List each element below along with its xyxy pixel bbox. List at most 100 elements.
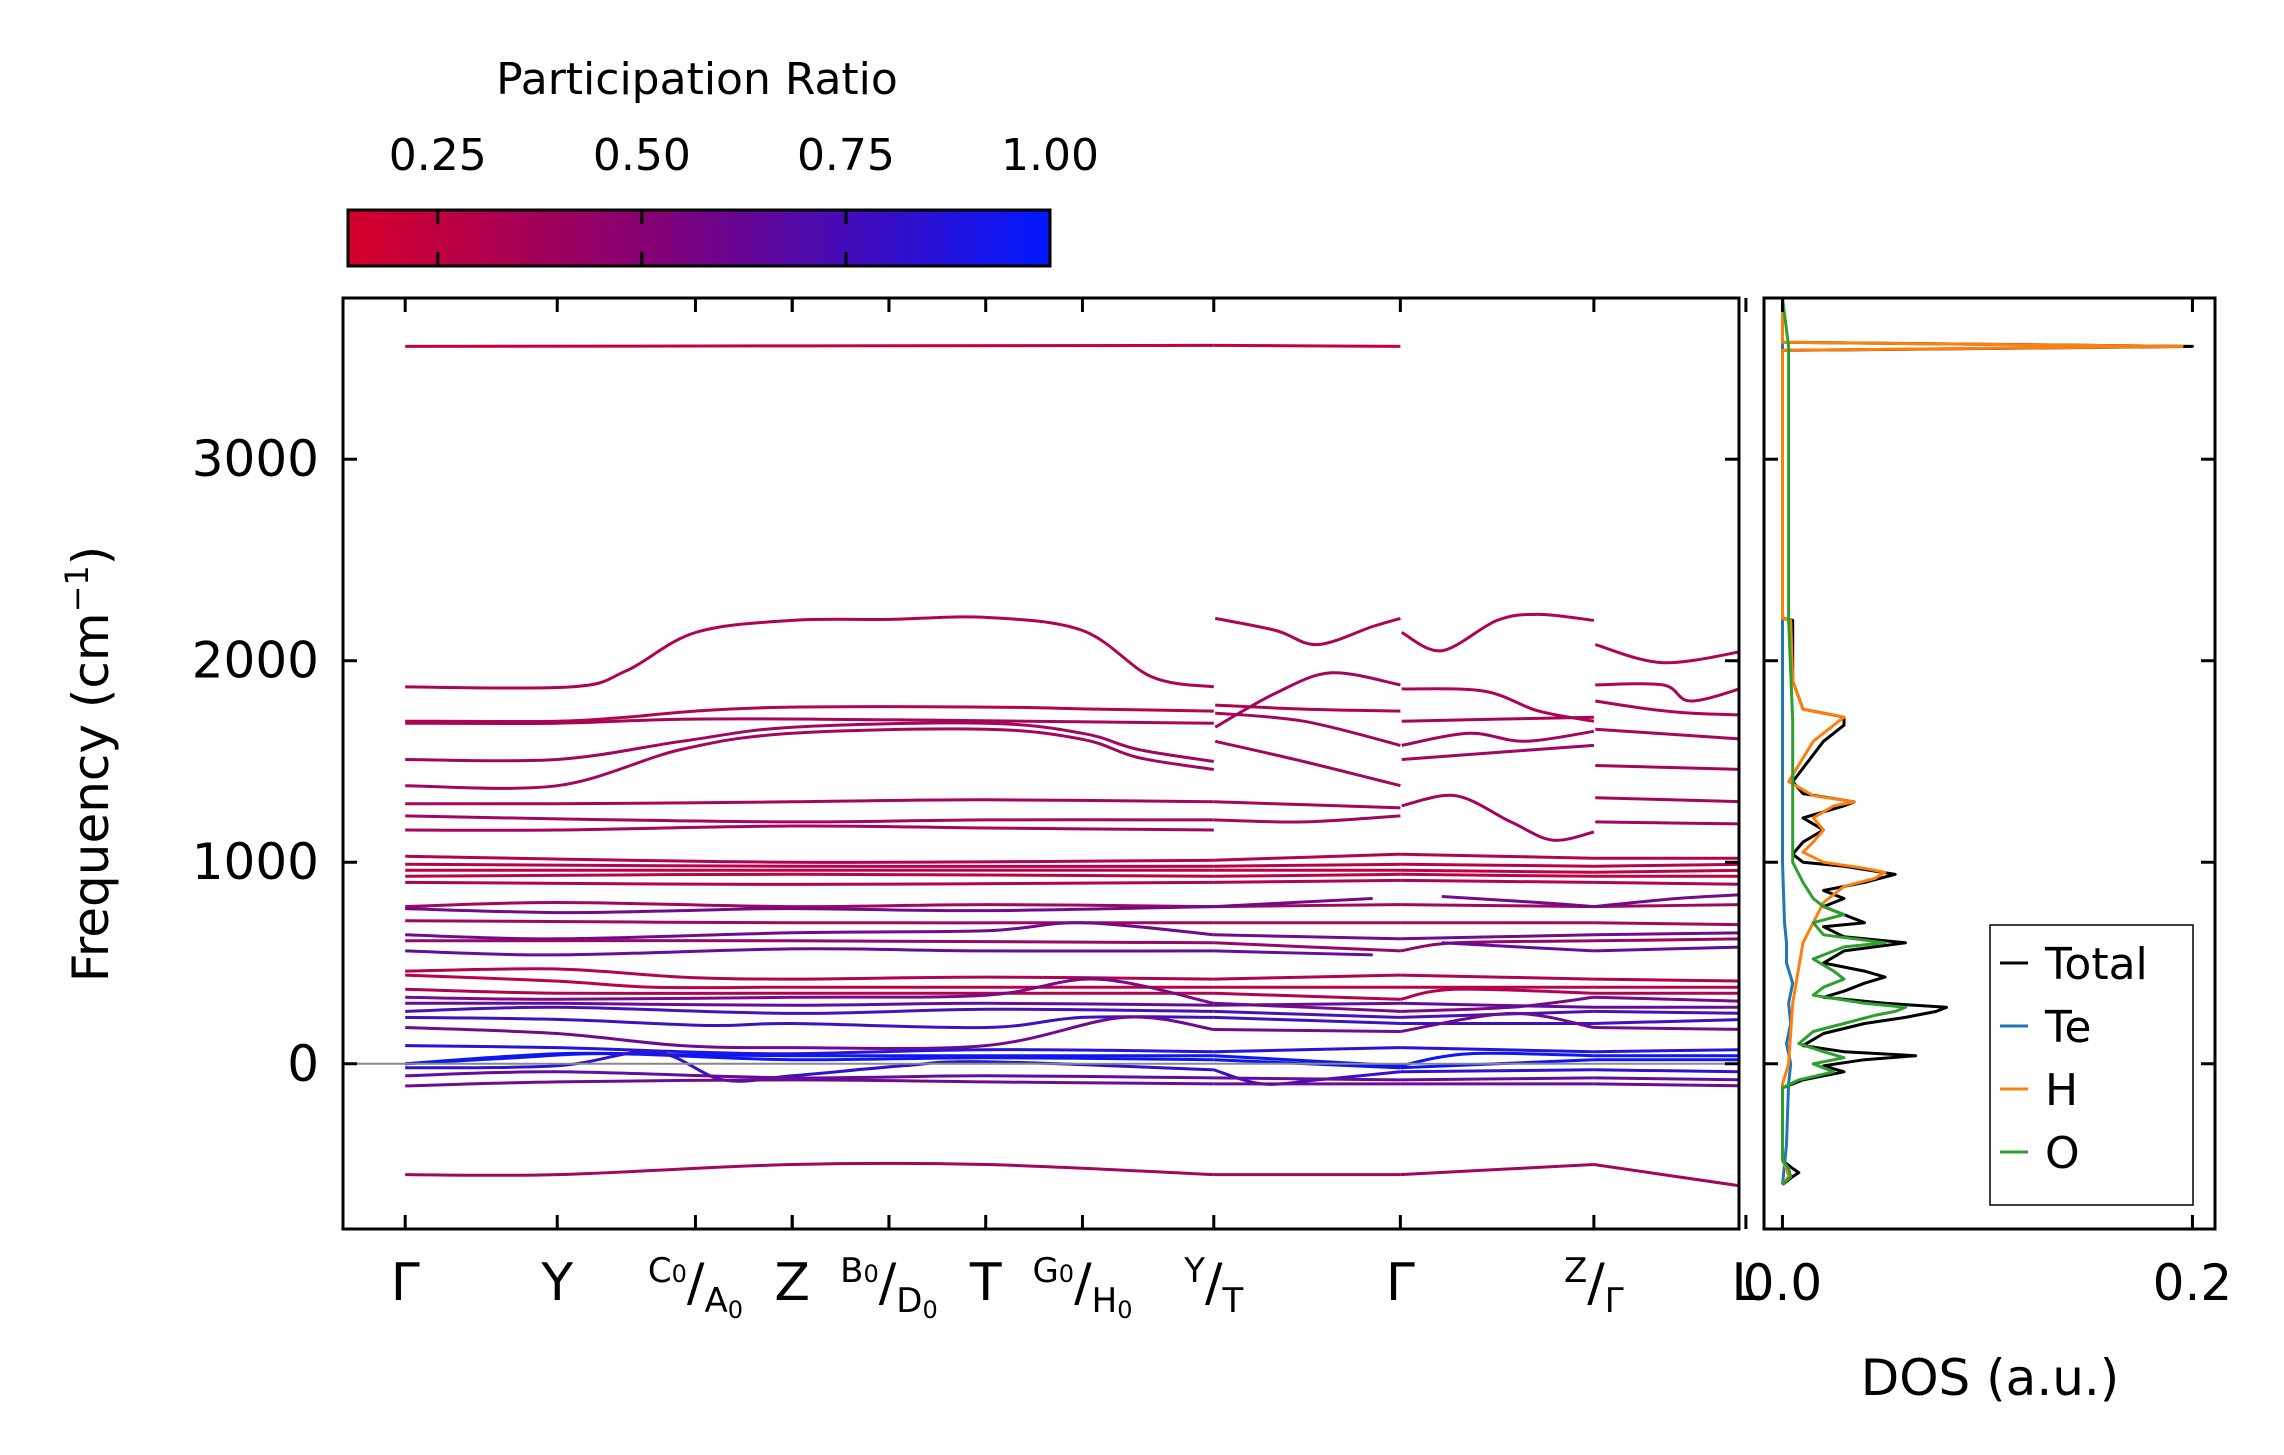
band-line <box>405 1015 1215 1051</box>
legend-label-total: Total <box>2044 939 2148 990</box>
band-line <box>1593 1076 1739 1082</box>
x-tick-label: Y/T <box>1183 1251 1243 1321</box>
band-line <box>1213 343 1401 348</box>
dos-plot: 0.0 0.2 DOS (a.u.) Total Te HO <box>1743 296 2232 1407</box>
band-line <box>1400 1051 1594 1068</box>
band-axes-frame <box>341 296 1741 1231</box>
band-line <box>405 862 1214 868</box>
band-line <box>1213 1009 1401 1019</box>
band-lines <box>405 343 1739 1188</box>
band-line <box>1593 893 1739 909</box>
band-line <box>1401 729 1595 747</box>
band-line <box>1594 643 1739 665</box>
band-line <box>1400 1001 1594 1009</box>
band-line <box>1400 612 1595 653</box>
y-tick-label: 0 <box>287 1035 319 1093</box>
band-line <box>1214 616 1401 647</box>
band-line <box>1595 727 1739 741</box>
colorbar-tick-label: 1.00 <box>1001 130 1099 181</box>
y-axis-label: Frequency (cm−1) <box>58 546 120 983</box>
band-line <box>405 721 1215 763</box>
band-line <box>1400 1076 1594 1082</box>
band-line <box>405 705 1214 724</box>
band-line <box>405 900 1214 909</box>
band-line <box>405 987 1214 996</box>
band-line <box>405 824 1214 832</box>
x-axis-label-dos: DOS (a.u.) <box>1861 1349 2120 1407</box>
band-line <box>405 1052 1214 1066</box>
band-line <box>405 921 1214 941</box>
dos-axes-frame <box>1762 296 2217 1231</box>
band-line <box>1441 895 1595 909</box>
band-line <box>1593 1018 1739 1025</box>
y-tick-label: 2000 <box>192 632 319 690</box>
band-line <box>1213 878 1401 884</box>
band-axis: 0 1000 2000 3000 Γ Y C0/A0 Z B0/D0 T G0/H0 Y/T Γ Z/Γ L <box>192 298 2215 1324</box>
colorbar-tick-label: 0.75 <box>797 130 895 181</box>
band-line <box>1213 897 1373 909</box>
dos-curve-o <box>1781 298 1907 1186</box>
band-line <box>1400 933 1594 941</box>
band-line <box>405 1001 1214 1007</box>
legend-items: Total Te HO <box>2000 939 2148 1179</box>
band-line <box>1401 793 1595 842</box>
dos-curve-h <box>1781 298 2184 1186</box>
band-line <box>1213 933 1401 941</box>
colorbar-gradient <box>346 208 1052 268</box>
x-tick-label: B0/D0 <box>840 1251 938 1324</box>
band-line <box>405 1044 1214 1056</box>
band-line <box>1593 868 1739 874</box>
band-line <box>405 615 1215 690</box>
band-line <box>405 1078 1214 1088</box>
band-line <box>1213 941 1401 953</box>
y-tick-label: 3000 <box>192 430 319 488</box>
y-tick-label: 1000 <box>192 833 319 891</box>
band-line <box>1441 941 1594 953</box>
band-line <box>1213 1076 1401 1082</box>
band-line <box>405 1161 1214 1177</box>
band-line <box>405 798 1214 806</box>
band-line <box>405 727 1215 790</box>
band-line <box>1595 796 1739 804</box>
legend: Total Te HO <box>1989 924 2194 1206</box>
band-line <box>1593 945 1739 953</box>
band-line <box>405 967 1214 981</box>
band-line <box>1213 991 1401 1001</box>
band-line <box>1400 868 1594 874</box>
x-tick-label: Γ <box>1386 1253 1415 1313</box>
band-line <box>1400 1068 1594 1074</box>
colorbar-tick-label: 0.25 <box>389 130 487 181</box>
band-line <box>1593 1026 1739 1031</box>
band-line <box>1213 1046 1401 1054</box>
band-line <box>1593 921 1739 927</box>
colorbar-tick-label: 0.50 <box>593 130 691 181</box>
legend-box <box>1989 924 2194 1206</box>
colorbar-ticks <box>436 210 1052 266</box>
dos-axis: 0.0 0.2 <box>1743 298 2232 1312</box>
legend-label-h: H <box>2045 1065 2078 1116</box>
colorbar-title: Participation Ratio <box>496 54 898 105</box>
colorbar: Participation Ratio 0.25 0.50 0.75 1.00 <box>346 54 1099 268</box>
band-line <box>405 1070 1214 1080</box>
band-line <box>1593 862 1739 868</box>
band-line <box>1213 800 1401 810</box>
band-line <box>1400 862 1594 868</box>
x-tick-label: L <box>1731 1253 1760 1313</box>
band-line <box>1400 939 1594 953</box>
x-tick-label: G0/H0 <box>1032 1251 1132 1324</box>
band-line <box>405 919 1214 925</box>
band-line <box>1400 995 1595 1013</box>
band-line <box>405 1051 1214 1066</box>
band-line <box>1213 973 1401 981</box>
band-line <box>1400 852 1594 860</box>
band-line <box>405 814 1214 824</box>
band-line <box>1595 699 1739 717</box>
band-line <box>1400 1046 1594 1054</box>
band-line <box>405 854 1214 864</box>
band-line <box>1215 703 1401 713</box>
band-line <box>1213 872 1401 878</box>
band-line <box>405 905 1214 915</box>
x-tick-label: Z <box>774 1253 810 1313</box>
band-line <box>1213 814 1401 824</box>
